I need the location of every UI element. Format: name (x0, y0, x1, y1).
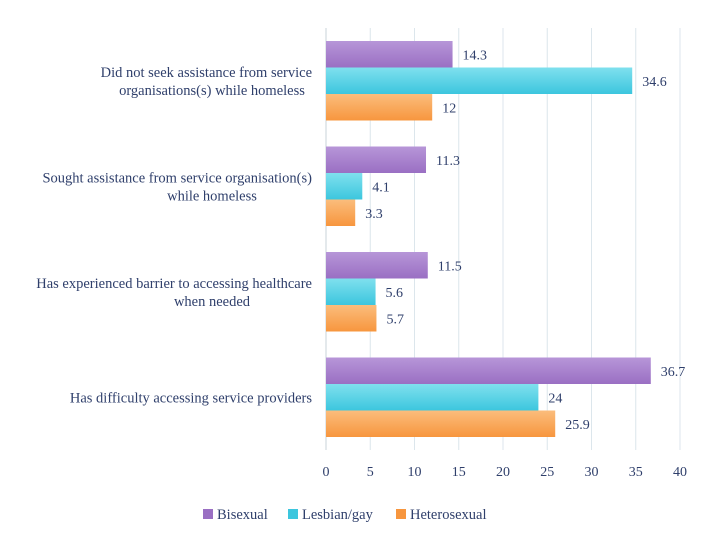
bar-lesbian-gay-3 (326, 384, 539, 411)
legend-swatch-heterosexual (396, 509, 406, 519)
bar-bisexual-3 (326, 357, 651, 384)
category-label: Has experienced barrier to accessing hea… (36, 276, 312, 310)
x-tick-label: 15 (452, 465, 466, 480)
x-tick-label: 10 (408, 465, 422, 480)
bar-bisexual-0 (326, 41, 453, 68)
bar-heterosexual-1 (326, 199, 356, 226)
category-labels: Did not seek assistance from service orga… (36, 65, 312, 407)
data-label: 34.6 (642, 75, 667, 90)
x-axis-ticks: 0 5 10 15 20 25 30 35 40 (323, 465, 688, 480)
data-label: 3.3 (365, 207, 383, 222)
category-label-line: Did not seek assistance from service (101, 65, 312, 81)
legend: Bisexual Lesbian/gay Heterosexual (203, 507, 487, 523)
bar-bisexual-2 (326, 252, 428, 279)
bar-heterosexual-3 (326, 410, 556, 437)
category-label-line: Has experienced barrier to accessing hea… (36, 276, 312, 292)
x-tick-label: 0 (323, 465, 330, 480)
legend-swatch-bisexual (203, 509, 213, 519)
category-label-line: organisations(s) while homeless (119, 83, 305, 99)
data-label: 14.3 (463, 48, 488, 63)
category-label-line: Has difficulty accessing service provide… (70, 390, 312, 406)
data-label: 25.9 (565, 418, 590, 433)
data-label: 5.7 (386, 312, 404, 327)
legend-label: Lesbian/gay (302, 507, 374, 523)
bar-heterosexual-0 (326, 94, 433, 121)
category-label: Has difficulty accessing service provide… (70, 390, 312, 406)
category-label-line: while homeless (167, 188, 257, 204)
x-tick-label: 20 (496, 465, 510, 480)
category-label-line: when needed (174, 294, 251, 310)
bar-bisexual-1 (326, 146, 427, 173)
bar-lesbian-gay-1 (326, 173, 363, 200)
data-label: 12 (442, 101, 456, 116)
data-label: 24 (548, 391, 562, 406)
bars (326, 41, 651, 437)
data-label: 4.1 (372, 180, 390, 195)
data-label: 11.5 (438, 259, 462, 274)
data-label: 5.6 (386, 286, 404, 301)
x-tick-label: 30 (585, 465, 599, 480)
legend-label: Bisexual (217, 507, 268, 523)
x-tick-label: 25 (540, 465, 554, 480)
data-label: 11.3 (436, 154, 460, 169)
x-tick-label: 40 (673, 465, 687, 480)
bar-lesbian-gay-0 (326, 67, 633, 94)
category-label: Did not seek assistance from service orga… (101, 65, 312, 99)
legend-swatch-lesbian-gay (288, 509, 298, 519)
x-tick-label: 5 (367, 465, 374, 480)
category-label-line: Sought assistance from service organisat… (42, 170, 312, 186)
bar-heterosexual-2 (326, 305, 377, 332)
x-tick-label: 35 (629, 465, 643, 480)
category-label: Sought assistance from service organisat… (42, 170, 312, 204)
data-label: 36.7 (661, 365, 686, 380)
bar-lesbian-gay-2 (326, 278, 376, 305)
legend-label: Heterosexual (410, 507, 487, 523)
